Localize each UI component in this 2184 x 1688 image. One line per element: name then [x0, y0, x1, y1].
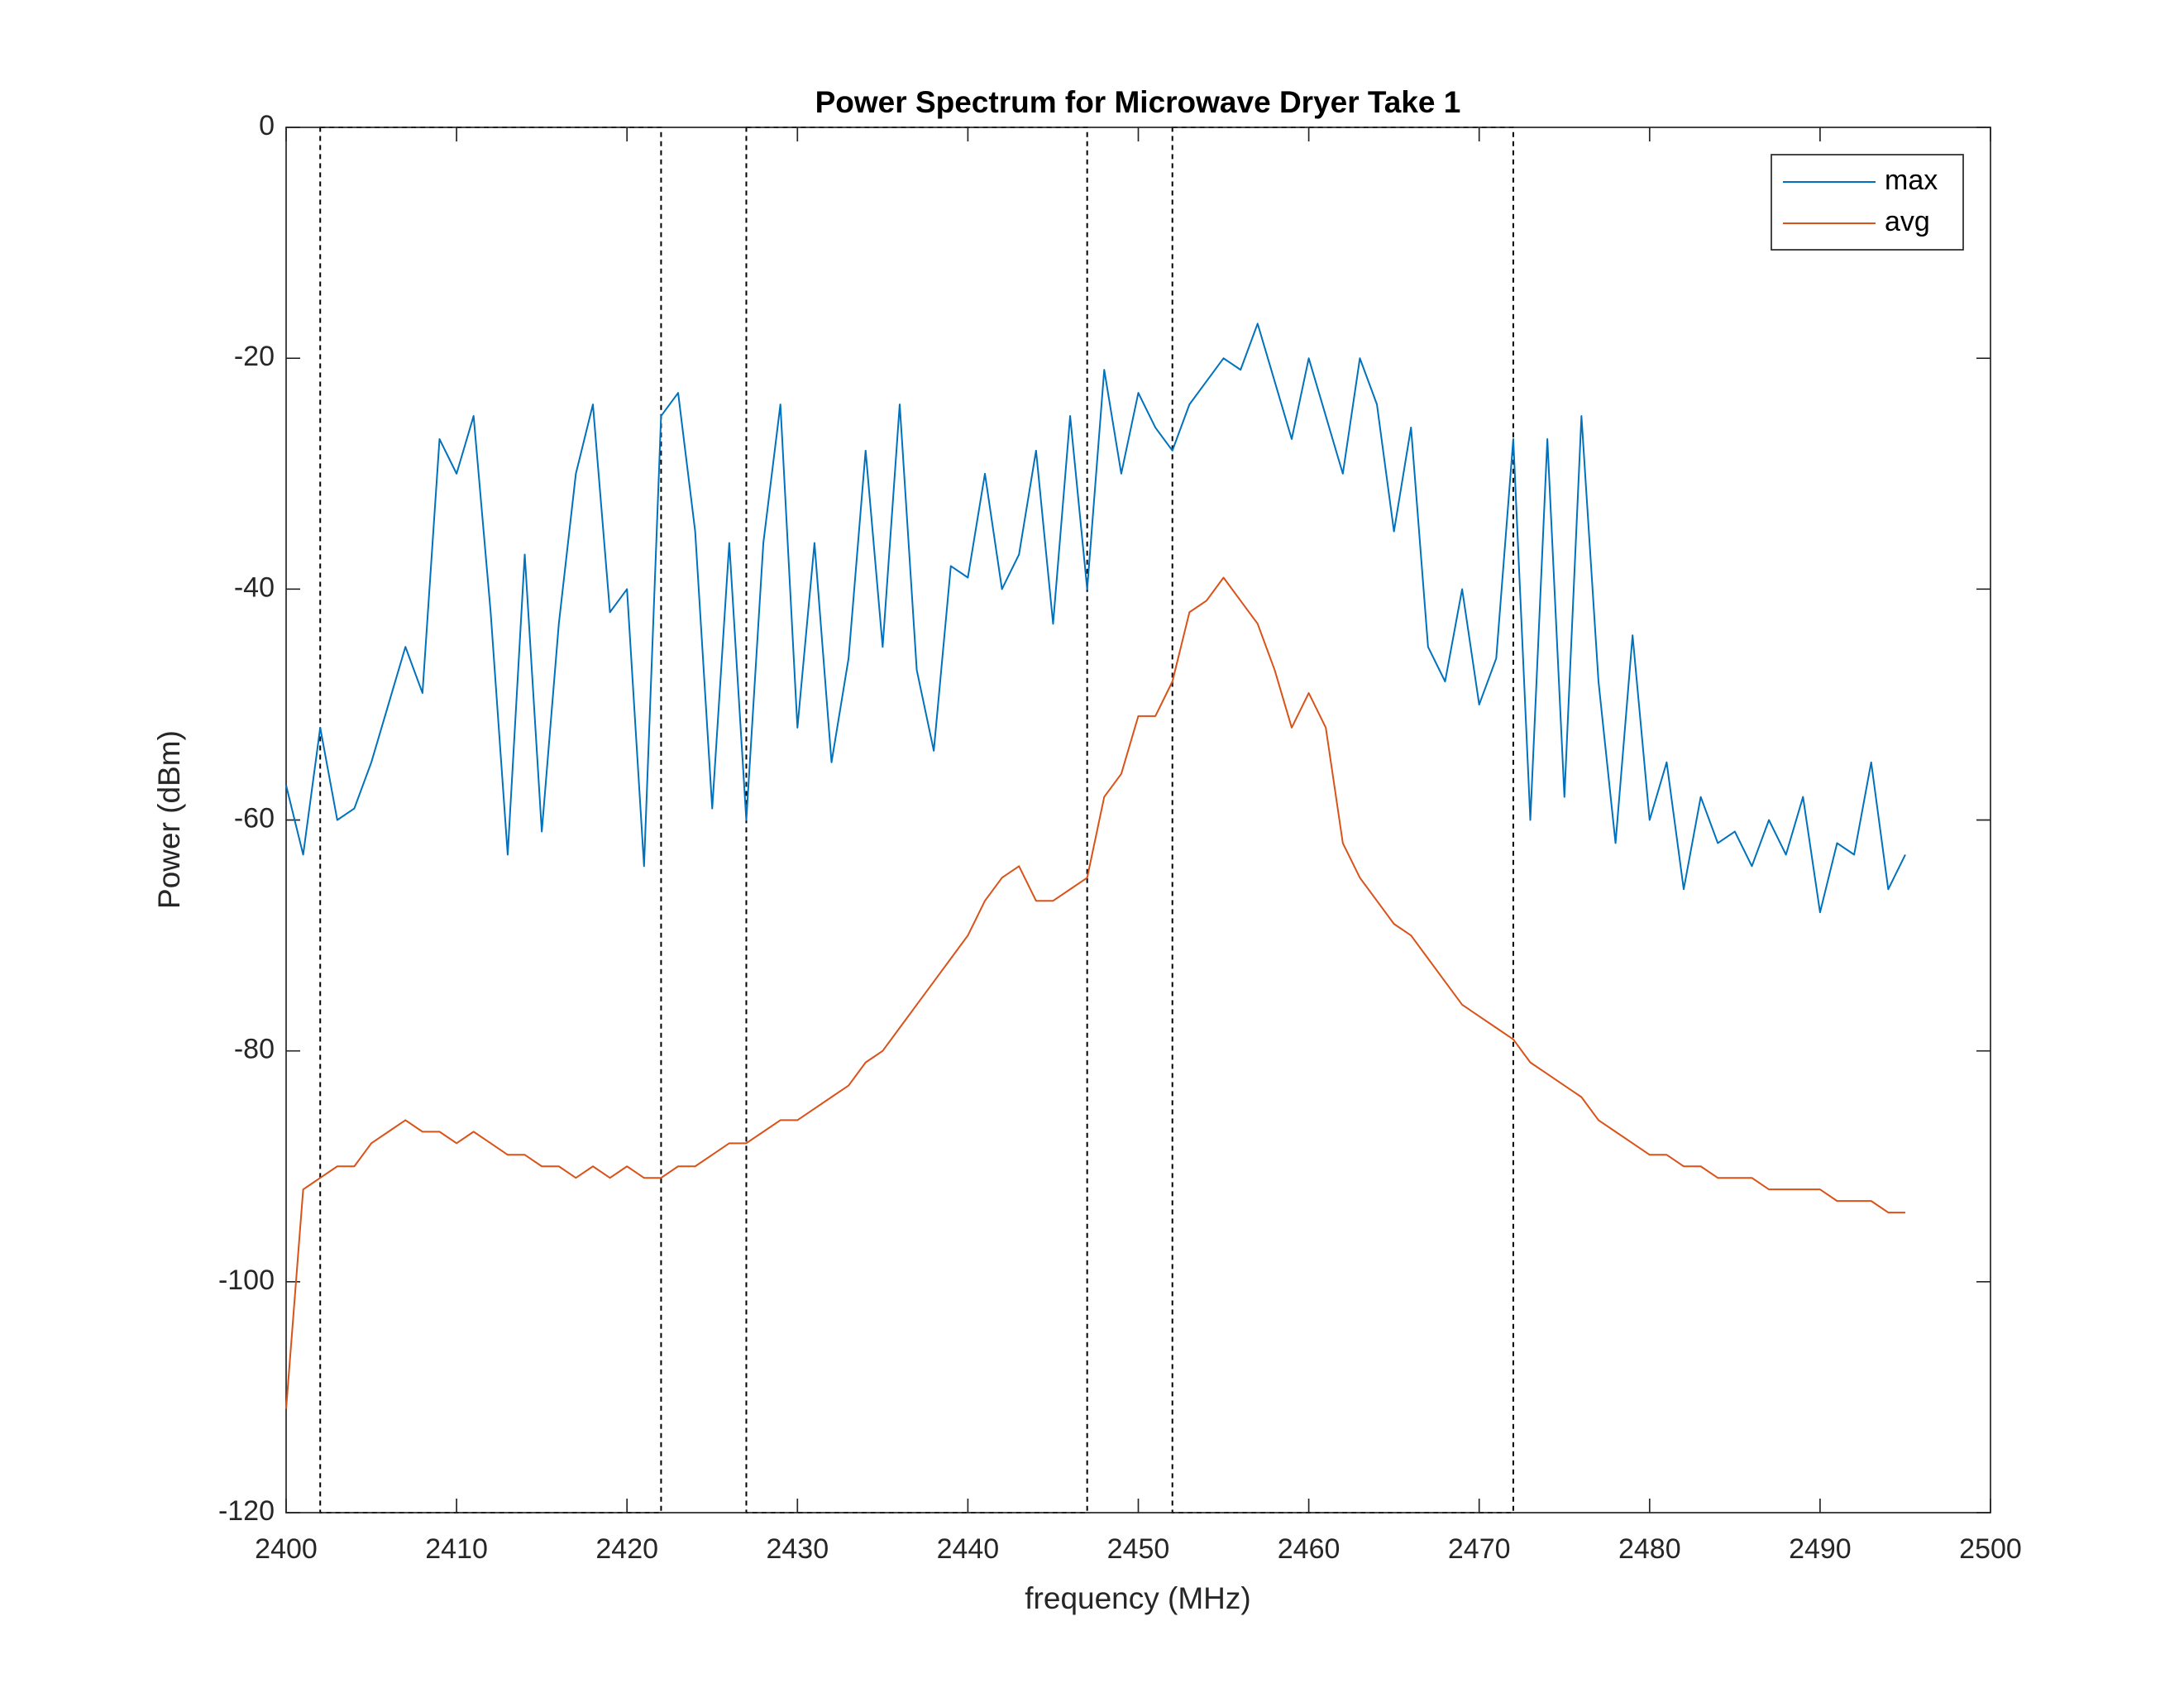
x-tick-label: 2460	[1278, 1533, 1341, 1565]
legend-label: avg	[1885, 206, 1930, 237]
y-tick-label: 0	[259, 110, 275, 141]
x-tick-label: 2430	[766, 1533, 829, 1565]
chart-title: Power Spectrum for Microwave Dryer Take …	[815, 85, 1461, 119]
y-tick-label: -80	[234, 1034, 275, 1065]
y-tick-label: -100	[218, 1265, 275, 1296]
series-line	[285, 576, 1905, 1409]
y-tick-label: -20	[234, 341, 275, 372]
legend-box	[1771, 154, 1964, 251]
x-tick-label: 2480	[1618, 1533, 1681, 1565]
y-tick-label: -120	[218, 1495, 275, 1527]
x-tick-label: 2440	[937, 1533, 1000, 1565]
x-tick-label: 2450	[1107, 1533, 1170, 1565]
x-tick-label: 2410	[425, 1533, 488, 1565]
y-axis-label: Power (dBm)	[152, 730, 186, 909]
x-tick-label: 2500	[1959, 1533, 2022, 1565]
x-tick-label: 2420	[595, 1533, 658, 1565]
x-axis-label: frequency (MHz)	[1025, 1581, 1250, 1615]
x-tick-label: 2400	[255, 1533, 318, 1565]
y-tick-label: -40	[234, 571, 275, 603]
x-tick-label: 2470	[1448, 1533, 1511, 1565]
x-tick-label: 2490	[1789, 1533, 1852, 1565]
y-tick-label: -60	[234, 802, 275, 834]
legend-label: max	[1885, 165, 1938, 196]
series-line	[285, 323, 1906, 914]
